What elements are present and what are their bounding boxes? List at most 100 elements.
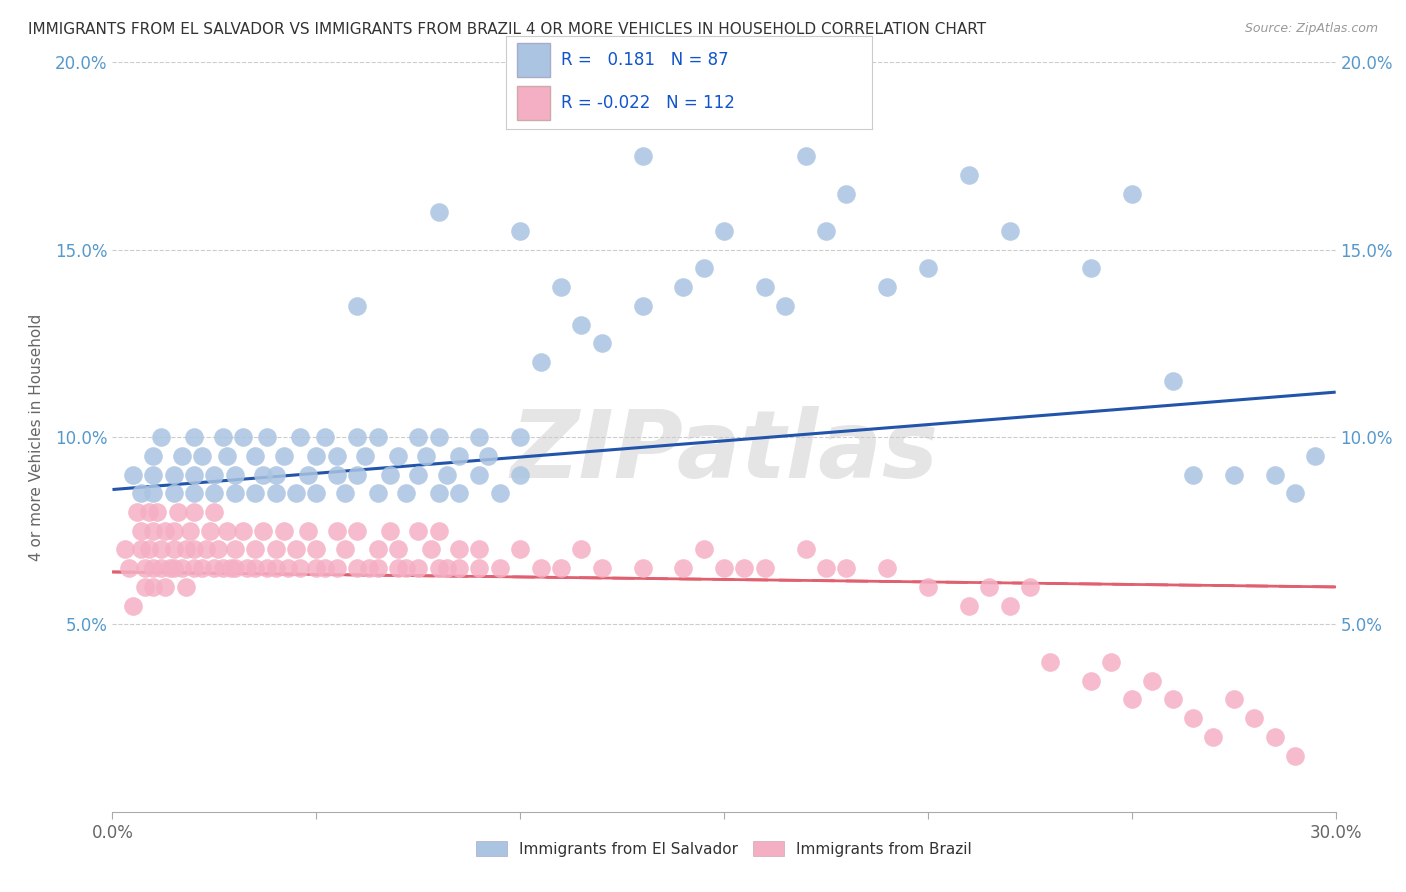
Point: [245, 486, 267, 500]
Point: [529, 355, 551, 369]
Point: [150, 430, 173, 444]
Point: [998, 599, 1021, 613]
Point: [509, 224, 531, 238]
Text: Source: ZipAtlas.com: Source: ZipAtlas.com: [1244, 22, 1378, 36]
Point: [305, 561, 328, 575]
Point: [166, 505, 188, 519]
Point: [326, 467, 349, 482]
Point: [631, 299, 654, 313]
Point: [114, 542, 136, 557]
Point: [591, 561, 613, 575]
Point: [215, 449, 238, 463]
Point: [1305, 449, 1327, 463]
Point: [1264, 730, 1286, 744]
Point: [174, 542, 197, 557]
Point: [236, 561, 259, 575]
Point: [468, 430, 491, 444]
Point: [252, 467, 274, 482]
Point: [509, 430, 531, 444]
Point: [163, 467, 186, 482]
Point: [957, 599, 980, 613]
Point: [1243, 711, 1265, 725]
Point: [150, 561, 173, 575]
Point: [378, 524, 401, 538]
Point: [314, 430, 336, 444]
Point: [917, 580, 939, 594]
Point: [346, 430, 368, 444]
Point: [1080, 261, 1102, 276]
Point: [1142, 673, 1164, 688]
Point: [477, 449, 499, 463]
Point: [509, 542, 531, 557]
Point: [815, 561, 838, 575]
Point: [256, 430, 278, 444]
Point: [1181, 711, 1204, 725]
Point: [550, 280, 572, 294]
Point: [224, 486, 246, 500]
Point: [204, 561, 226, 575]
Point: [256, 561, 278, 575]
Point: [672, 280, 695, 294]
Point: [529, 561, 551, 575]
Point: [211, 561, 233, 575]
Point: [264, 486, 287, 500]
Point: [142, 580, 165, 594]
Point: [1121, 186, 1143, 201]
Point: [129, 524, 152, 538]
Point: [195, 542, 218, 557]
Point: [326, 524, 349, 538]
Point: [183, 561, 205, 575]
Point: [366, 430, 388, 444]
Point: [326, 561, 349, 575]
Point: [354, 449, 377, 463]
Point: [264, 561, 287, 575]
Point: [204, 467, 226, 482]
Point: [297, 524, 319, 538]
Point: [359, 561, 381, 575]
Point: [672, 561, 695, 575]
Point: [917, 261, 939, 276]
Point: [252, 524, 274, 538]
Point: [224, 467, 246, 482]
Point: [142, 449, 165, 463]
Point: [468, 561, 491, 575]
Point: [775, 299, 797, 313]
Point: [305, 542, 328, 557]
Point: [211, 430, 233, 444]
Point: [174, 580, 197, 594]
Point: [957, 168, 980, 182]
Point: [346, 467, 368, 482]
Point: [346, 561, 368, 575]
Point: [395, 486, 418, 500]
Point: [346, 299, 368, 313]
Point: [333, 486, 356, 500]
Point: [150, 542, 173, 557]
Point: [142, 524, 165, 538]
Point: [408, 467, 430, 482]
Point: [427, 524, 450, 538]
Point: [979, 580, 1001, 594]
Point: [155, 580, 177, 594]
Point: [245, 542, 267, 557]
Point: [122, 467, 145, 482]
Point: [1080, 673, 1102, 688]
Point: [713, 224, 735, 238]
Point: [1039, 655, 1062, 669]
Point: [183, 467, 205, 482]
Point: [191, 561, 214, 575]
Point: [224, 561, 246, 575]
Point: [387, 449, 409, 463]
Point: [232, 524, 254, 538]
Point: [408, 561, 430, 575]
Point: [170, 449, 193, 463]
Point: [571, 542, 593, 557]
Point: [571, 318, 593, 332]
Point: [734, 561, 756, 575]
Point: [155, 524, 177, 538]
Point: [447, 449, 470, 463]
Point: [835, 186, 858, 201]
Point: [468, 542, 491, 557]
Point: [207, 542, 229, 557]
Point: [183, 430, 205, 444]
Point: [245, 449, 267, 463]
